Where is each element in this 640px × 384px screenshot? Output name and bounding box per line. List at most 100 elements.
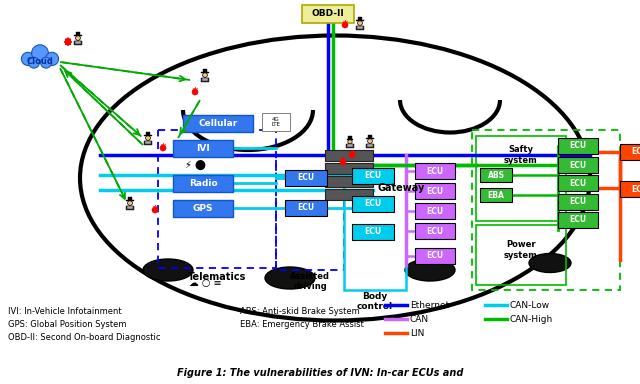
Polygon shape <box>192 89 198 95</box>
Polygon shape <box>340 159 346 165</box>
Bar <box>325 163 373 174</box>
Text: Figure 1: The vulnerabilities of IVN: In-car ECUs and: Figure 1: The vulnerabilities of IVN: In… <box>177 368 463 378</box>
Bar <box>356 20 364 21</box>
Bar <box>276 155 344 270</box>
Text: ECU: ECU <box>298 204 315 212</box>
Text: ECU: ECU <box>426 167 444 175</box>
Bar <box>127 200 134 201</box>
Bar <box>480 168 512 182</box>
Text: ECU: ECU <box>632 184 640 194</box>
Text: ABS: Anti-skid Brake System: ABS: Anti-skid Brake System <box>240 307 360 316</box>
Bar <box>74 35 82 36</box>
Polygon shape <box>349 152 355 158</box>
Bar <box>344 155 406 290</box>
Text: *: * <box>193 87 198 97</box>
Circle shape <box>127 200 132 205</box>
Bar <box>558 175 598 191</box>
Text: GPS: Global Position System: GPS: Global Position System <box>8 320 127 329</box>
Text: ECU: ECU <box>426 207 444 215</box>
Ellipse shape <box>80 35 590 321</box>
Text: ECU: ECU <box>426 187 444 195</box>
Bar <box>558 194 598 210</box>
Text: *: * <box>340 157 346 167</box>
Text: ECU: ECU <box>298 174 315 182</box>
Text: Assisted
driving: Assisted driving <box>290 272 330 291</box>
Bar <box>145 141 151 144</box>
Circle shape <box>76 36 81 40</box>
Bar <box>352 196 394 212</box>
Text: Cloud: Cloud <box>27 57 53 66</box>
Text: ECU: ECU <box>570 179 587 187</box>
Bar <box>348 144 353 147</box>
Text: ECU: ECU <box>570 161 587 169</box>
Circle shape <box>29 57 40 68</box>
Circle shape <box>146 136 150 141</box>
Bar <box>173 140 233 157</box>
Text: IVI: IVI <box>196 144 210 153</box>
Bar <box>415 203 455 219</box>
Bar <box>357 26 363 29</box>
Bar <box>285 200 327 216</box>
Text: ECU: ECU <box>570 215 587 225</box>
Circle shape <box>40 57 51 68</box>
Text: IVI: In-Vehicle Infotainment: IVI: In-Vehicle Infotainment <box>8 307 122 316</box>
Bar <box>202 72 209 73</box>
Circle shape <box>21 52 35 66</box>
Ellipse shape <box>143 259 193 281</box>
Text: ABS: ABS <box>488 170 504 179</box>
Text: Body
control: Body control <box>357 292 393 311</box>
Text: LIN: LIN <box>410 328 424 338</box>
Bar <box>348 136 352 139</box>
Bar <box>173 175 233 192</box>
Bar <box>356 26 364 30</box>
Circle shape <box>203 73 207 78</box>
Bar <box>158 130 276 268</box>
Bar <box>76 41 81 44</box>
Text: 4G
LTE: 4G LTE <box>271 117 280 127</box>
Bar <box>367 144 372 147</box>
Bar <box>76 32 81 35</box>
Bar <box>367 135 372 138</box>
Ellipse shape <box>265 267 315 289</box>
Text: *: * <box>65 37 71 47</box>
Text: *: * <box>349 150 355 160</box>
Text: ECU: ECU <box>426 227 444 235</box>
Bar <box>472 130 620 290</box>
Text: CAN-Low: CAN-Low <box>510 301 550 310</box>
Bar <box>352 168 394 184</box>
Bar <box>201 78 209 82</box>
Text: ☁ ○ ≡: ☁ ○ ≡ <box>189 278 221 288</box>
Ellipse shape <box>401 68 499 131</box>
Text: *: * <box>152 205 157 215</box>
Bar <box>476 136 566 221</box>
Bar <box>203 69 207 72</box>
Bar <box>415 163 455 179</box>
Text: ECU: ECU <box>632 147 640 157</box>
Bar <box>415 223 455 239</box>
Bar <box>262 113 290 131</box>
Text: Cellular: Cellular <box>198 119 237 128</box>
Text: OBD-II: Second On-board Diagnostic: OBD-II: Second On-board Diagnostic <box>8 333 161 342</box>
Bar <box>145 135 152 136</box>
Text: ECU: ECU <box>426 252 444 260</box>
Text: GPS: GPS <box>193 204 213 213</box>
Circle shape <box>348 139 352 144</box>
Ellipse shape <box>529 253 571 273</box>
Bar <box>476 225 566 285</box>
Bar <box>325 189 373 200</box>
Text: Ethernet: Ethernet <box>410 301 449 310</box>
Text: ECU: ECU <box>570 197 587 207</box>
Bar <box>146 132 150 135</box>
Bar <box>415 183 455 199</box>
Bar <box>558 138 598 154</box>
Bar <box>173 200 233 217</box>
Bar <box>325 176 373 187</box>
Text: OBD-II: OBD-II <box>312 10 344 18</box>
Text: Gateway: Gateway <box>378 183 426 193</box>
Text: Safty
system: Safty system <box>504 145 538 165</box>
Bar <box>415 248 455 264</box>
Text: CAN-High: CAN-High <box>510 314 553 323</box>
Text: EBA: EBA <box>488 190 504 200</box>
Bar <box>127 206 133 209</box>
Ellipse shape <box>405 259 455 281</box>
